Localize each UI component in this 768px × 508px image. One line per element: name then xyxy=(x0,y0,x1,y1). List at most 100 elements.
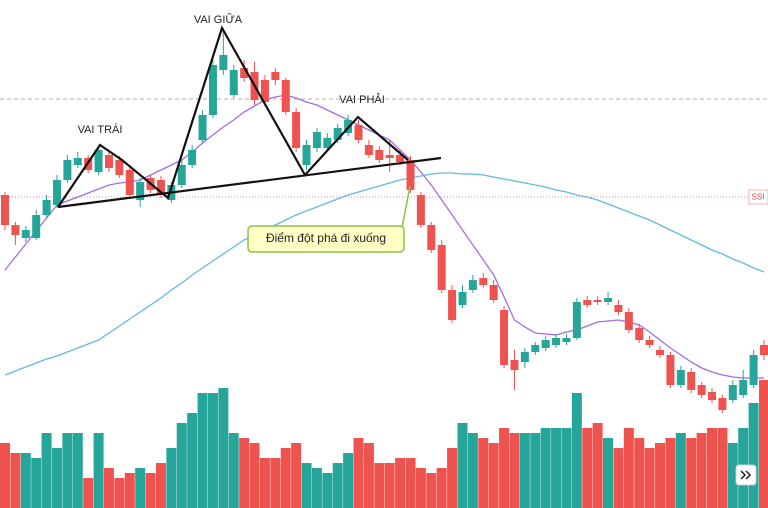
volume-bar xyxy=(311,468,322,508)
volume-bar xyxy=(363,443,374,508)
candle-body xyxy=(323,138,332,148)
volume-bar xyxy=(114,478,125,508)
volume-bar xyxy=(239,438,250,508)
candle-body xyxy=(11,225,20,235)
candle-body xyxy=(177,165,186,185)
volume-bar xyxy=(644,448,655,508)
volume-bar xyxy=(426,473,437,508)
volume-bar xyxy=(270,458,281,508)
callout-box xyxy=(247,225,405,253)
symbol-label: SSI xyxy=(752,193,765,202)
volume-bar xyxy=(31,458,42,508)
candle-body xyxy=(198,115,207,140)
candle-body xyxy=(302,145,311,165)
volume-bar xyxy=(415,468,426,508)
candle-body xyxy=(354,125,363,140)
volume-bar xyxy=(675,433,686,508)
candle-body xyxy=(562,338,571,342)
candle-body xyxy=(520,352,529,362)
volume-bar xyxy=(582,428,593,508)
volume-bar xyxy=(145,473,156,508)
volume-bar xyxy=(322,473,333,508)
candle-body xyxy=(676,370,685,385)
candle-body xyxy=(42,200,51,215)
volume-bar xyxy=(519,433,530,508)
volume-bar xyxy=(592,423,603,508)
volume-bar xyxy=(187,413,198,508)
candle-body xyxy=(427,225,436,250)
volume-bar xyxy=(561,428,572,508)
volume-bar xyxy=(41,433,52,508)
volume-bar xyxy=(332,463,343,508)
volume-bar xyxy=(707,428,718,508)
candle-body xyxy=(583,300,592,305)
volume-bar xyxy=(374,463,385,508)
candle-body xyxy=(760,345,768,355)
candle-body xyxy=(541,340,550,348)
volume-bar xyxy=(353,438,364,508)
candle-body xyxy=(416,195,425,225)
moving-average xyxy=(4,172,765,376)
candle-body xyxy=(115,160,124,175)
volume-bar xyxy=(103,468,114,508)
candle-body xyxy=(749,355,758,385)
candle-body xyxy=(437,245,446,290)
candle-body xyxy=(281,80,290,112)
volume-bar xyxy=(124,473,135,508)
candle-body xyxy=(635,328,644,340)
candle-body xyxy=(396,155,405,162)
candle-body xyxy=(156,180,165,195)
volume-bar xyxy=(93,433,104,508)
volume-bar xyxy=(551,428,562,508)
candle-body xyxy=(333,128,342,140)
candle-body xyxy=(260,80,269,102)
candle-body xyxy=(219,55,228,70)
volume-bar xyxy=(291,443,302,508)
candle-body xyxy=(292,112,301,148)
volume-bar xyxy=(478,438,489,508)
annotation: VAI GIỮA xyxy=(194,13,243,26)
candle-body xyxy=(687,372,696,390)
candle-body xyxy=(468,280,477,290)
volume-bar xyxy=(634,438,645,508)
volume-bar xyxy=(135,468,146,508)
volume-bar xyxy=(499,428,510,508)
candle-body xyxy=(125,170,134,195)
candle-body xyxy=(479,278,488,285)
symbol-tag xyxy=(748,189,768,205)
volume-bar xyxy=(197,393,208,508)
volume-bar xyxy=(259,458,270,508)
annotation: VAI PHẢI xyxy=(339,93,385,106)
volume-pane xyxy=(0,380,768,508)
volume-bar xyxy=(0,443,10,508)
volume-bar xyxy=(717,428,728,508)
volume-bar xyxy=(280,448,291,508)
volume-bar xyxy=(686,438,697,508)
scroll-icon xyxy=(740,470,752,480)
volume-bar xyxy=(395,458,406,508)
candle-body xyxy=(604,298,613,302)
candle-body xyxy=(271,72,280,80)
candle-body xyxy=(708,392,717,400)
volume-bar xyxy=(218,388,229,508)
candle-body xyxy=(229,70,238,95)
pattern-line xyxy=(57,25,409,208)
volume-bar xyxy=(155,463,166,508)
candle-body xyxy=(32,215,41,238)
volume-bar xyxy=(384,463,395,508)
candle-body xyxy=(448,290,457,320)
candle-body xyxy=(489,285,498,300)
candle-body xyxy=(510,360,519,370)
neckline xyxy=(57,156,442,209)
candle-body xyxy=(624,312,633,330)
candle-body xyxy=(728,385,737,400)
volume-bar xyxy=(696,433,707,508)
volume-bar xyxy=(176,423,187,508)
candles xyxy=(1,28,768,413)
volume-bar xyxy=(301,463,312,508)
volume-bar xyxy=(20,453,31,508)
volume-bar xyxy=(613,448,624,508)
volume-bar xyxy=(467,433,478,508)
